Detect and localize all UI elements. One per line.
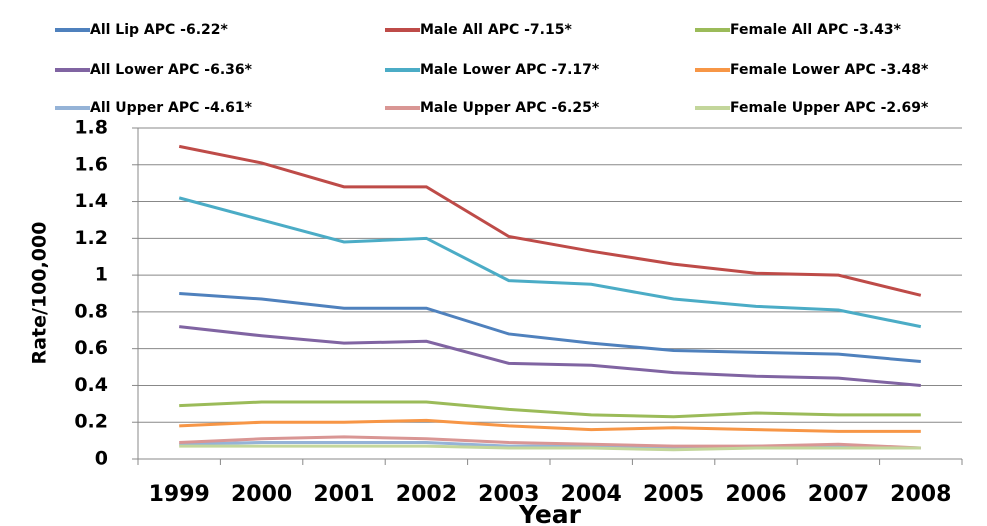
- x-axis-label: Year: [518, 500, 582, 526]
- series-line: [179, 292, 921, 364]
- series-line: [179, 400, 921, 419]
- y-axis-label: Rate/100,000: [29, 222, 51, 365]
- x-tick-label: 2006: [725, 482, 786, 507]
- legend-label: Male Lower APC -7.17*: [420, 62, 600, 78]
- x-tick-label: 2008: [890, 482, 951, 507]
- legend-label: Male All APC -7.15*: [420, 22, 572, 38]
- x-tick-label: 2007: [808, 482, 869, 507]
- y-tick-label: 1.8: [74, 117, 108, 139]
- series-line: [178, 196, 922, 329]
- x-tick-label: 2001: [313, 482, 374, 507]
- x-tick-label: 1999: [149, 482, 210, 507]
- legend-label: Female Lower APC -3.48*: [730, 62, 929, 78]
- x-tick-label: 2004: [561, 482, 622, 507]
- legend-label: Male Upper APC -6.25*: [420, 100, 600, 116]
- y-tick-label: 1.6: [74, 153, 108, 175]
- series-line: [178, 144, 922, 297]
- x-tick-label: 2002: [396, 482, 457, 507]
- legend-label: Female Upper APC -2.69*: [730, 100, 929, 116]
- series-line: [179, 435, 921, 450]
- legend-label: All Lip APC -6.22*: [90, 22, 229, 38]
- y-tick-label: 0.4: [74, 374, 108, 396]
- series-line: [179, 418, 921, 433]
- y-tick-label: 0.8: [74, 300, 108, 322]
- y-tick-label: 0.6: [74, 337, 108, 359]
- legend-label: Female All APC -3.43*: [730, 22, 902, 38]
- x-tick-label: 2003: [478, 482, 539, 507]
- y-tick-label: 0.2: [74, 411, 108, 433]
- x-tick-label: 2005: [643, 482, 704, 507]
- y-tick-label: 1.4: [74, 190, 108, 212]
- y-tick-label: 1.2: [74, 227, 108, 249]
- x-tick-label: 2000: [231, 482, 292, 507]
- y-tick-label: 1: [95, 264, 108, 286]
- legend-label: All Lower APC -6.36*: [90, 62, 253, 78]
- y-tick-label: 0: [95, 448, 108, 470]
- series-line: [179, 325, 921, 387]
- legend-label: All Upper APC -4.61*: [90, 100, 253, 116]
- series-line: [179, 444, 921, 452]
